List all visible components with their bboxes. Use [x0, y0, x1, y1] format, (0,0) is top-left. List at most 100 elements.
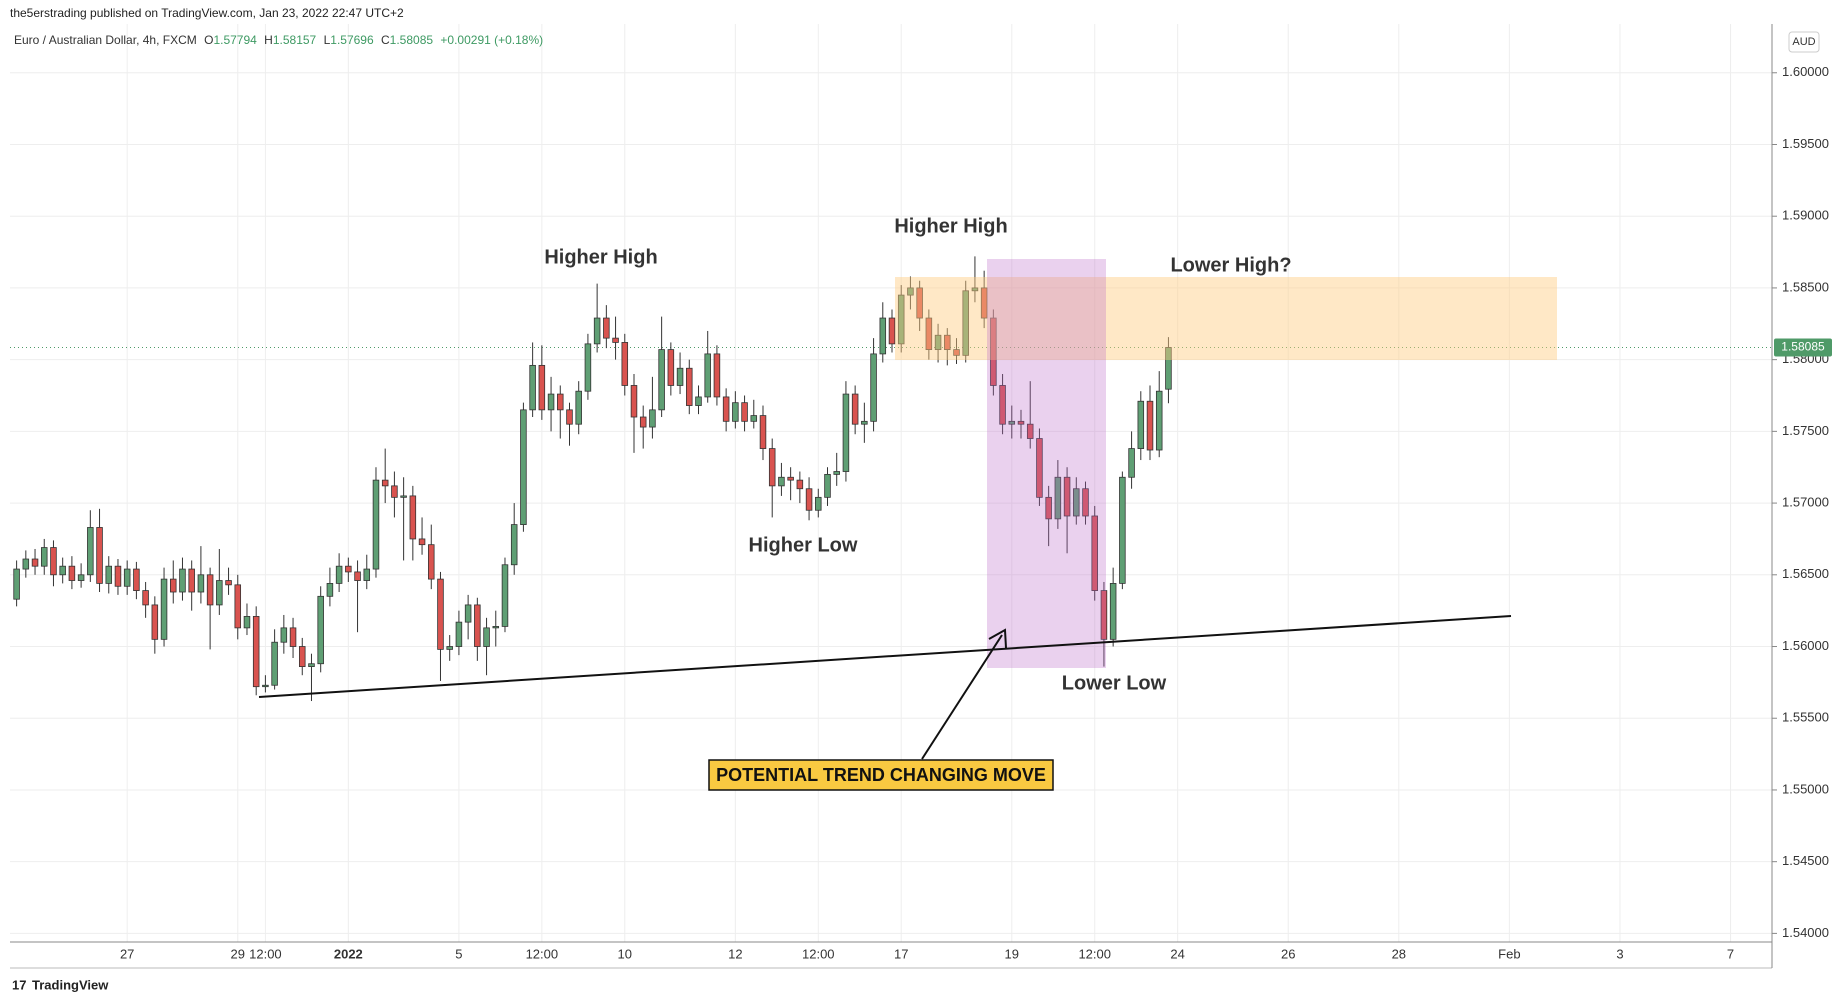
candle-body: [1100, 590, 1108, 640]
ohlc-label: O: [204, 33, 213, 47]
candle-body: [252, 615, 260, 688]
x-tick-label: 19: [1005, 946, 1019, 961]
candle-body: [741, 402, 748, 422]
candle-body: [557, 393, 564, 411]
candle-body: [1073, 488, 1080, 517]
ohlc-label: C: [381, 33, 390, 47]
x-tick-label: 28: [1392, 946, 1406, 961]
candle-body: [464, 604, 472, 623]
candle-body: [77, 574, 85, 581]
candle-body: [31, 558, 39, 567]
candle-body: [160, 578, 168, 640]
candle-body: [603, 317, 610, 339]
x-tick-label: 24: [1170, 946, 1184, 961]
candle-body: [824, 473, 831, 498]
candle-body: [676, 367, 684, 386]
candle-body: [796, 479, 804, 490]
candle-body: [1137, 400, 1145, 449]
x-tick-label: 29: [231, 946, 245, 961]
candle-body: [262, 684, 269, 688]
x-tick-label: 3: [1616, 946, 1623, 961]
y-tick-label: 1.56000: [1782, 638, 1829, 653]
footer-brand: TradingView: [32, 977, 109, 992]
annotation: Higher High: [894, 215, 1007, 237]
candle-body: [842, 393, 850, 472]
candle-body: [271, 641, 278, 686]
candle-body: [861, 420, 868, 425]
candle-body: [833, 471, 840, 475]
candle-body: [934, 334, 942, 351]
candle-body: [1008, 420, 1016, 425]
x-tick-label: 27: [120, 946, 134, 961]
x-tick-label: 10: [618, 946, 632, 961]
candle-body: [639, 416, 647, 428]
candle-body: [925, 317, 933, 351]
candle-body: [851, 393, 859, 425]
ohlc-value: 1.57696: [330, 33, 374, 47]
legend: Euro / Australian Dollar, 4h, FXCM O1.57…: [14, 33, 543, 47]
x-tick-label: 5: [455, 946, 462, 961]
callout-box: [708, 759, 1054, 791]
candle-body: [621, 342, 629, 386]
candle-body: [96, 527, 103, 584]
x-tick-label: 7: [1727, 946, 1734, 961]
candle-body: [980, 287, 988, 319]
candle-body: [575, 390, 582, 425]
candle-body: [805, 488, 813, 511]
candle-body: [704, 353, 711, 398]
candle-body: [686, 367, 693, 406]
candle-body: [907, 287, 914, 296]
candle-body: [713, 353, 721, 398]
candle-body: [59, 565, 66, 576]
x-tick-label: 2022: [334, 946, 363, 961]
candle-body: [916, 287, 923, 319]
arrow-line: [921, 634, 1003, 760]
candle-body: [501, 564, 509, 627]
candle-body: [197, 574, 205, 593]
x-tick-label: 12:00: [526, 946, 559, 961]
candle-body: [22, 558, 30, 570]
candle-body: [142, 590, 149, 606]
candle-body: [953, 349, 960, 356]
candle-body: [593, 317, 601, 345]
candle-body: [105, 565, 113, 584]
candle-body: [179, 568, 186, 593]
candle-body: [169, 578, 177, 593]
candle-body: [879, 317, 887, 355]
candle-body: [1155, 390, 1163, 451]
y-tick-label: 1.55000: [1782, 781, 1829, 796]
candle-body: [68, 565, 76, 581]
candle-body: [308, 663, 315, 668]
candle-body: [584, 343, 592, 392]
candle-body: [391, 485, 398, 498]
ohlc-label: L: [324, 33, 331, 47]
last-price-label: 1.58085: [1781, 340, 1825, 354]
candle-body: [400, 495, 407, 498]
y-tick-label: 1.60000: [1782, 64, 1829, 79]
candle-body: [188, 568, 195, 593]
x-tick-label: 12:00: [1078, 946, 1111, 961]
candle-body: [345, 565, 352, 573]
y-tick-label: 1.56500: [1782, 566, 1829, 581]
x-tick-label: 12: [728, 946, 742, 961]
candle-body: [1165, 347, 1172, 390]
candle-body: [280, 627, 288, 643]
axes: 1.54000 1.54500 1.55000 1.55500 1.56000 1.565…: [120, 64, 1832, 961]
candle-body: [1045, 496, 1052, 520]
x-tick-label: 26: [1281, 946, 1295, 961]
x-tick-label: 12:00: [802, 946, 835, 961]
candle-body: [888, 317, 896, 345]
candle-body: [778, 476, 785, 487]
move-zone: [987, 259, 1106, 668]
candle-body: [151, 604, 159, 640]
candle-body: [1146, 400, 1154, 451]
candle-body: [630, 385, 638, 418]
candle-body: [529, 364, 536, 411]
y-tick-label: 1.55500: [1782, 710, 1829, 725]
candle-body: [225, 580, 232, 586]
candle-body: [299, 646, 306, 667]
candle-body: [649, 409, 656, 428]
footer-logo: 17: [12, 977, 26, 992]
